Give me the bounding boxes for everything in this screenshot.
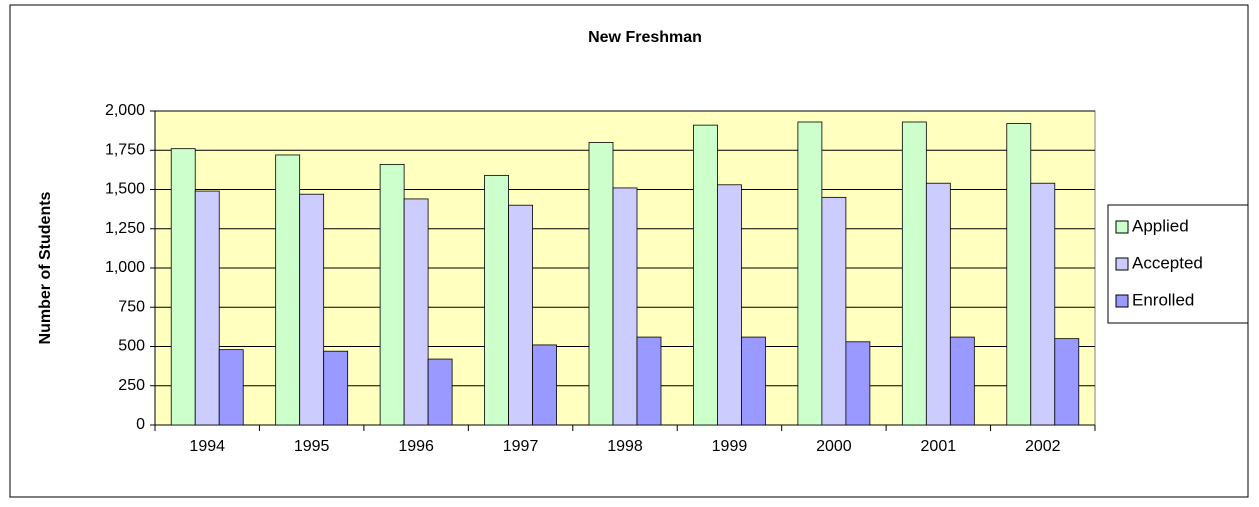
bar bbox=[170, 148, 196, 426]
legend-label: Enrolled bbox=[1132, 290, 1194, 309]
bar bbox=[275, 154, 301, 426]
y-axis-label: Number of Students bbox=[37, 191, 54, 344]
chart-title: New Freshman bbox=[588, 29, 702, 46]
bar bbox=[532, 344, 557, 426]
x-tick-label: 1999 bbox=[712, 438, 748, 455]
legend-swatch bbox=[1115, 220, 1129, 234]
bar bbox=[741, 336, 766, 426]
x-tick-label: 1998 bbox=[607, 438, 643, 455]
y-tick-label: 500 bbox=[118, 338, 145, 355]
bar bbox=[427, 358, 453, 426]
bar bbox=[1006, 123, 1032, 426]
y-tick-label: 250 bbox=[118, 377, 145, 394]
legend-box bbox=[1107, 204, 1249, 324]
legend-label: Applied bbox=[1132, 216, 1189, 235]
x-tick-label: 1996 bbox=[398, 438, 434, 455]
bar bbox=[717, 184, 742, 426]
bar bbox=[484, 174, 509, 426]
x-tick-label: 2002 bbox=[1025, 438, 1061, 455]
bar bbox=[949, 336, 975, 426]
bar bbox=[194, 190, 220, 426]
bar bbox=[901, 121, 927, 426]
bar bbox=[403, 198, 429, 426]
bar bbox=[1054, 338, 1080, 426]
y-tick-label: 1,500 bbox=[105, 181, 145, 198]
y-tick-label: 2,000 bbox=[105, 102, 145, 119]
y-tick-label: 0 bbox=[136, 416, 145, 433]
y-tick-label: 1,750 bbox=[105, 141, 145, 158]
x-tick-label: 2000 bbox=[816, 438, 852, 455]
bar bbox=[845, 341, 871, 426]
bar bbox=[588, 141, 614, 426]
legend-swatch bbox=[1115, 294, 1129, 308]
bar bbox=[612, 187, 638, 426]
x-tick-label: 2001 bbox=[921, 438, 957, 455]
bar bbox=[508, 204, 533, 426]
bar bbox=[379, 163, 405, 426]
bar bbox=[1030, 182, 1056, 426]
bar bbox=[299, 193, 325, 426]
bar bbox=[323, 350, 349, 426]
y-tick-label: 1,250 bbox=[105, 220, 145, 237]
bar bbox=[218, 349, 244, 426]
x-tick-label: 1995 bbox=[294, 438, 330, 455]
bar bbox=[693, 124, 718, 426]
x-tick-label: 1997 bbox=[503, 438, 539, 455]
y-tick-label: 750 bbox=[118, 298, 145, 315]
bar bbox=[925, 182, 951, 426]
legend-label: Accepted bbox=[1132, 253, 1203, 272]
y-tick-label: 1,000 bbox=[105, 259, 145, 276]
bar bbox=[636, 336, 662, 426]
bar bbox=[797, 121, 823, 426]
x-tick-label: 1994 bbox=[189, 438, 225, 455]
legend-swatch bbox=[1115, 257, 1129, 271]
bar bbox=[821, 196, 847, 426]
